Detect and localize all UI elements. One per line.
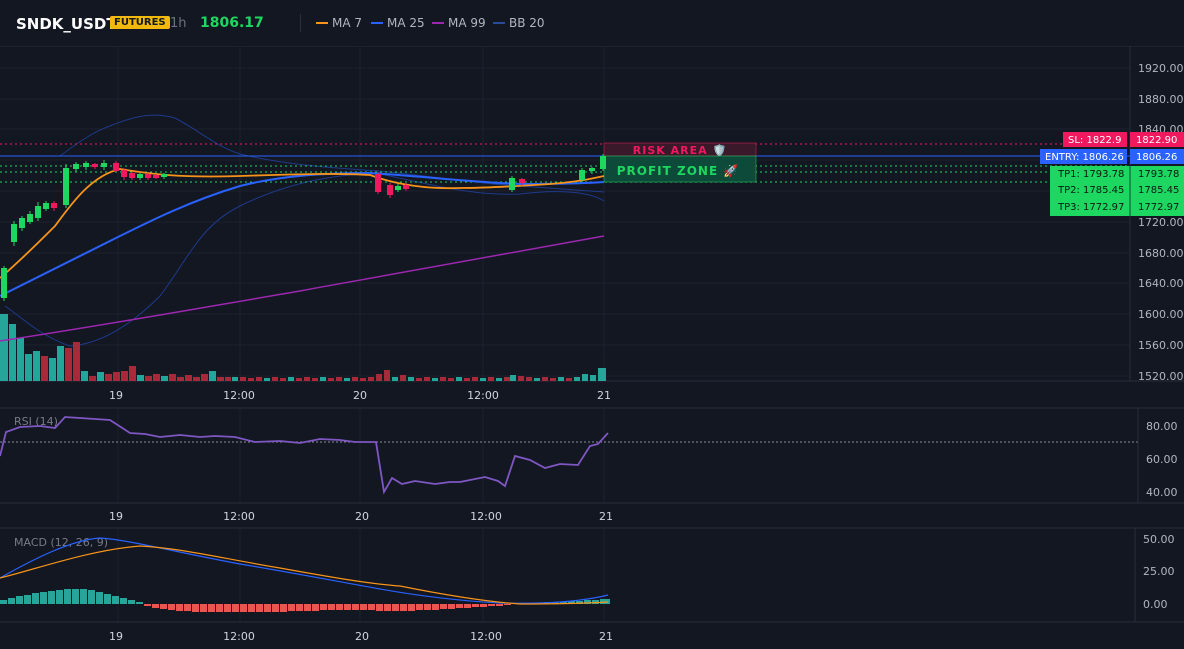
rsi-tick: 60.00 xyxy=(1146,453,1178,466)
legend-bb20[interactable]: BB 20 xyxy=(493,16,545,30)
sl-label: SL: 1822.9 xyxy=(1068,135,1121,146)
tp1-axis-value: 1793.78 xyxy=(1138,169,1179,180)
ma25-swatch-icon xyxy=(371,22,383,24)
time-tick: 20 xyxy=(355,630,369,643)
bollinger-bands xyxy=(4,114,605,347)
legend-ma25-label: MA 25 xyxy=(387,16,425,30)
sl-label-box xyxy=(1063,132,1127,147)
rsi-line xyxy=(0,416,609,495)
macd-histogram xyxy=(0,589,610,612)
time-tick: 20 xyxy=(355,510,369,523)
macd-tick: 50.00 xyxy=(1143,533,1175,546)
rsi-axis: 80.00 60.00 40.00 xyxy=(1146,420,1178,499)
price-tick: 1560.00 xyxy=(1138,339,1184,352)
tp2-axis-value: 1785.45 xyxy=(1138,185,1179,196)
tp3-axis-value: 1772.97 xyxy=(1138,202,1179,213)
legend-ma7[interactable]: MA 7 xyxy=(316,16,362,30)
macd-title: MACD (12, 26, 9) xyxy=(14,536,108,549)
chart-header: SNDK_USDT FUTURES 1h 1806.17 MA 7 MA 25 … xyxy=(0,0,1184,47)
ma99-line xyxy=(0,235,605,342)
profit-zone xyxy=(603,155,757,183)
time-tick: 12:00 xyxy=(467,389,499,402)
ma25-line xyxy=(0,171,605,297)
sl-axis-tag xyxy=(1130,132,1184,147)
rsi-title: RSI (14) xyxy=(14,415,58,428)
price-tick: 1920.00 xyxy=(1138,62,1184,75)
time-tick: 21 xyxy=(597,389,611,402)
header-divider xyxy=(300,14,301,32)
candles xyxy=(1,154,606,301)
profit-zone-label: PROFIT ZONE 🚀 xyxy=(617,164,740,178)
price-tick: 1880.00 xyxy=(1138,93,1184,106)
legend-ma25[interactable]: MA 25 xyxy=(371,16,425,30)
price-tick: 1680.00 xyxy=(1138,247,1184,260)
rsi-tick: 80.00 xyxy=(1146,420,1178,433)
macd-time-axis: 19 12:00 20 12:00 21 xyxy=(109,630,613,643)
legend-ma99[interactable]: MA 99 xyxy=(432,16,486,30)
macd-tick: 0.00 xyxy=(1143,598,1168,611)
volume-bars xyxy=(0,314,606,381)
macd-axis: 50.00 25.00 0.00 xyxy=(1143,533,1175,611)
legend-bb20-label: BB 20 xyxy=(509,16,545,30)
time-tick: 12:00 xyxy=(223,389,255,402)
main-price-axis: 1920.00 1880.00 1840.00 1720.00 1680.00 … xyxy=(1138,62,1184,383)
sl-axis-value: 1822.90 xyxy=(1136,135,1177,146)
timeframe-label[interactable]: 1h xyxy=(170,16,187,31)
ma7-swatch-icon xyxy=(316,22,328,24)
last-price: 1806.17 xyxy=(200,15,264,31)
level-labels: SL: 1822.9 1822.90 ENTRY: 1806.26 1806.2… xyxy=(1040,132,1184,216)
time-tick: 19 xyxy=(109,389,123,402)
signal-line xyxy=(0,545,609,605)
level-lines xyxy=(0,143,1130,183)
price-tick: 1600.00 xyxy=(1138,308,1184,321)
bb20-swatch-icon xyxy=(493,22,505,24)
main-grid xyxy=(0,46,1130,381)
macd-tick: 25.00 xyxy=(1143,565,1175,578)
time-tick: 21 xyxy=(599,510,613,523)
tp1-label: TP1: 1793.78 xyxy=(1057,169,1124,180)
symbol-name[interactable]: SNDK_USDT xyxy=(16,15,117,33)
ma99-swatch-icon xyxy=(432,22,444,24)
time-tick: 12:00 xyxy=(223,630,255,643)
legend-ma7-label: MA 7 xyxy=(332,16,363,30)
time-tick: 21 xyxy=(599,630,613,643)
tp3-label: TP3: 1772.97 xyxy=(1057,202,1124,213)
rsi-time-axis: 19 12:00 20 12:00 21 xyxy=(109,510,613,523)
price-tick: 1520.00 xyxy=(1138,370,1184,383)
entry-axis-value: 1806.26 xyxy=(1136,152,1177,163)
tp2-label: TP2: 1785.45 xyxy=(1057,185,1124,196)
ma7-line xyxy=(0,168,605,279)
tp-labels-box xyxy=(1050,166,1184,216)
price-tick: 1640.00 xyxy=(1138,277,1184,290)
entry-label-box xyxy=(1040,149,1127,164)
time-tick: 12:00 xyxy=(470,630,502,643)
risk-zone-label: RISK AREA 🛡️ xyxy=(633,144,727,157)
entry-axis-tag xyxy=(1130,149,1184,164)
time-tick: 19 xyxy=(109,510,123,523)
chart-area[interactable]: RISK AREA 🛡️ PROFIT ZONE 🚀 xyxy=(0,46,1184,649)
legend-ma99-label: MA 99 xyxy=(448,16,486,30)
price-tick: 1720.00 xyxy=(1138,216,1184,229)
main-time-axis: 19 12:00 20 12:00 21 xyxy=(109,389,611,402)
time-tick: 12:00 xyxy=(223,510,255,523)
rsi-tick: 40.00 xyxy=(1146,486,1178,499)
entry-label: ENTRY: 1806.26 xyxy=(1045,152,1124,163)
time-tick: 20 xyxy=(353,389,367,402)
time-tick: 12:00 xyxy=(470,510,502,523)
time-tick: 19 xyxy=(109,630,123,643)
futures-badge: FUTURES xyxy=(110,16,170,29)
rsi-grid xyxy=(117,408,605,503)
